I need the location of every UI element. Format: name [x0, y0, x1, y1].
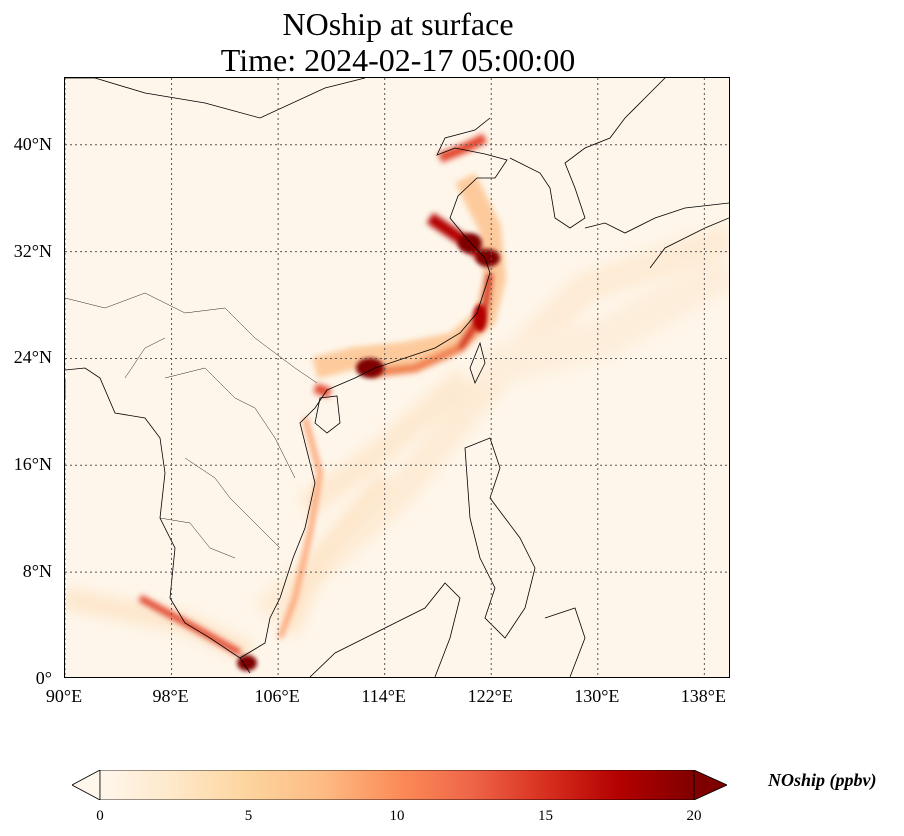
y-tick-label: 40°N — [13, 133, 52, 154]
map-time-subtitle: Time: 2024-02-17 05:00:00 — [220, 42, 576, 78]
x-tick-label: 114°E — [361, 686, 406, 706]
map-title: NOship at surface — [282, 6, 514, 42]
x-tick-label: 138°E — [680, 686, 726, 706]
hotspot-jiangsu-coast — [458, 233, 482, 253]
emission-hotspots-layer — [237, 233, 500, 671]
colorbar-tick: 15 — [538, 808, 553, 824]
y-tick-label: 8°N — [22, 561, 52, 582]
hotspot-shanghai — [476, 249, 500, 267]
gridline-layer — [65, 78, 729, 677]
x-tick-label: 106°E — [254, 686, 300, 706]
map-panel — [64, 77, 730, 678]
y-tick-label: 32°N — [13, 240, 52, 261]
colorbar-label: NOship (ppbv) — [768, 770, 877, 790]
colorbar-tick: 5 — [244, 808, 253, 824]
x-tick-label: 122°E — [467, 686, 513, 706]
colorbar-tick: 20 — [686, 808, 702, 824]
hotspot-singapore-strait — [237, 655, 257, 671]
y-tick-label: 16°N — [13, 454, 52, 475]
colorbar-gradient — [99, 770, 695, 800]
coastline-layer — [65, 78, 729, 677]
colorbar-tick: 10 — [389, 808, 405, 824]
hotspot-pearl-river-delta — [356, 358, 384, 378]
y-tick-label: 0° — [35, 668, 52, 688]
colorbar-tick: 0 — [96, 808, 104, 824]
hotspot-zhejiang-coast — [473, 304, 487, 332]
x-tick-label: 98°E — [152, 686, 189, 706]
map-canvas — [65, 78, 729, 677]
colorbar-extend-min — [72, 770, 101, 800]
x-tick-label: 130°E — [574, 686, 620, 706]
sea-background — [65, 78, 729, 677]
colorbar-extend-max — [693, 770, 727, 800]
y-tick-label: 24°N — [13, 347, 52, 368]
x-tick-label: 90°E — [45, 686, 83, 706]
colorbar — [72, 770, 727, 800]
